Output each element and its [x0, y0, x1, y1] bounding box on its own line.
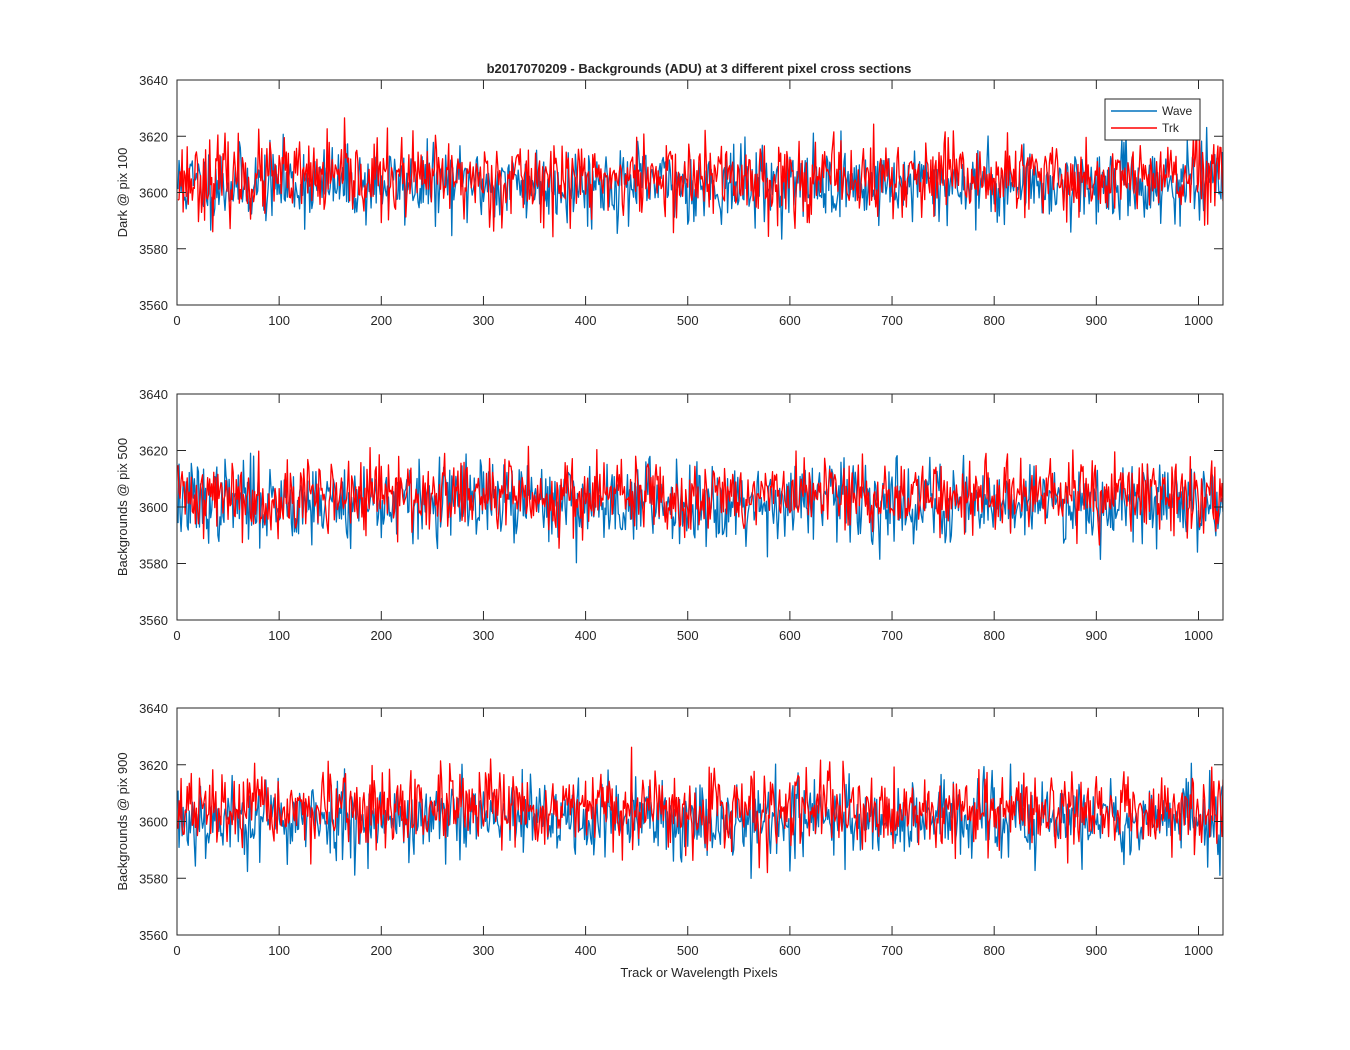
- x-tick-label: 700: [881, 313, 903, 328]
- x-tick-label: 400: [575, 628, 597, 643]
- series-trk-line: [177, 746, 1223, 874]
- x-tick-label: 300: [473, 313, 495, 328]
- series-group: [177, 115, 1223, 240]
- legend: Wave Trk: [1104, 98, 1201, 141]
- panel-2: 0 100 200 300 400 500 600 700 800 900 1000 3560 3580…: [115, 387, 1224, 643]
- x-tick-label: 0: [173, 628, 180, 643]
- x-tick-label: 400: [575, 943, 597, 958]
- y-tick-label: 3580: [139, 557, 168, 572]
- x-tick-label: 500: [677, 628, 699, 643]
- x-tick-label: 200: [370, 313, 392, 328]
- y-tick-label: 3600: [139, 186, 168, 201]
- panel-3: 0 100 200 300 400 500 600 700 800 900 1000 3560 3580…: [115, 701, 1224, 958]
- x-tick-label: 200: [370, 943, 392, 958]
- y-tick-label: 3580: [139, 871, 168, 886]
- x-tick-label: 900: [1085, 313, 1107, 328]
- x-tick-label: 300: [473, 943, 495, 958]
- x-tick-label: 800: [983, 943, 1005, 958]
- x-tick-label: 100: [268, 313, 290, 328]
- x-tick-label: 800: [983, 628, 1005, 643]
- x-tick-label: 300: [473, 628, 495, 643]
- x-tick-label: 500: [677, 943, 699, 958]
- y-tick-label: 3580: [139, 242, 168, 257]
- y-tick-label: 3620: [139, 758, 168, 773]
- y-tick-label: 3560: [139, 613, 168, 628]
- y-tick-label: 3560: [139, 298, 168, 313]
- x-tick-label: 100: [268, 943, 290, 958]
- series-trk-line: [177, 115, 1223, 238]
- x-tick-label: 0: [173, 943, 180, 958]
- x-axis-label: Track or Wavelength Pixels: [620, 965, 778, 980]
- x-tick-label: 400: [575, 313, 597, 328]
- series-group: [177, 746, 1223, 880]
- x-tick-label: 900: [1085, 943, 1107, 958]
- x-tick-label: 1000: [1184, 313, 1213, 328]
- x-tick-label: 800: [983, 313, 1005, 328]
- x-tick-label: 200: [370, 628, 392, 643]
- y-axis-label: Dark @ pix 100: [115, 148, 130, 238]
- y-tick-label: 3640: [139, 701, 168, 716]
- y-tick-label: 3640: [139, 387, 168, 402]
- y-tick-label: 3620: [139, 129, 168, 144]
- x-tick-label: 0: [173, 313, 180, 328]
- series-group: [177, 445, 1223, 564]
- legend-label-wave: Wave: [1162, 104, 1193, 118]
- series-trk-line: [177, 445, 1223, 549]
- x-tick-label: 600: [779, 313, 801, 328]
- panels: 0 100 200 300 400 500 600 700 800 900 100035603580…: [115, 73, 1224, 958]
- x-tick-label: 700: [881, 628, 903, 643]
- y-axis-label: Backgrounds @ pix 500: [115, 438, 130, 576]
- series-wave-line: [177, 452, 1223, 564]
- legend-label-trk: Trk: [1162, 121, 1180, 135]
- y-tick-label: 3620: [139, 444, 168, 459]
- x-tick-label: 500: [677, 313, 699, 328]
- x-tick-label: 1000: [1184, 628, 1213, 643]
- y-tick-label: 3600: [139, 815, 168, 830]
- panel-1: 0 100 200 300 400 500 600 700 800 900 1000 3560 3580…: [115, 73, 1224, 328]
- figure-title: b2017070209 - Backgrounds (ADU) at 3 dif…: [487, 61, 912, 76]
- legend-box: [1104, 98, 1201, 141]
- x-tick-label: 100: [268, 628, 290, 643]
- y-tick-label: 3640: [139, 73, 168, 88]
- x-tick-label: 600: [779, 628, 801, 643]
- y-tick-label: 3600: [139, 500, 168, 515]
- y-tick-label: 3560: [139, 928, 168, 943]
- x-tick-label: 900: [1085, 628, 1107, 643]
- x-tick-label: 700: [881, 943, 903, 958]
- x-tick-label: 600: [779, 943, 801, 958]
- x-tick-label: 1000: [1184, 943, 1213, 958]
- y-axis-label: Backgrounds @ pix 900: [115, 752, 130, 890]
